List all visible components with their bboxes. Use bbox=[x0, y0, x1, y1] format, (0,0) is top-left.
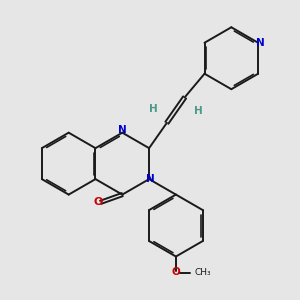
Text: H: H bbox=[194, 106, 203, 116]
Text: N: N bbox=[256, 38, 265, 48]
Text: N: N bbox=[118, 125, 127, 135]
Text: N: N bbox=[146, 174, 155, 184]
Text: O: O bbox=[93, 197, 103, 207]
Text: H: H bbox=[149, 104, 158, 114]
Text: CH₃: CH₃ bbox=[194, 268, 211, 277]
Text: O: O bbox=[172, 267, 180, 277]
